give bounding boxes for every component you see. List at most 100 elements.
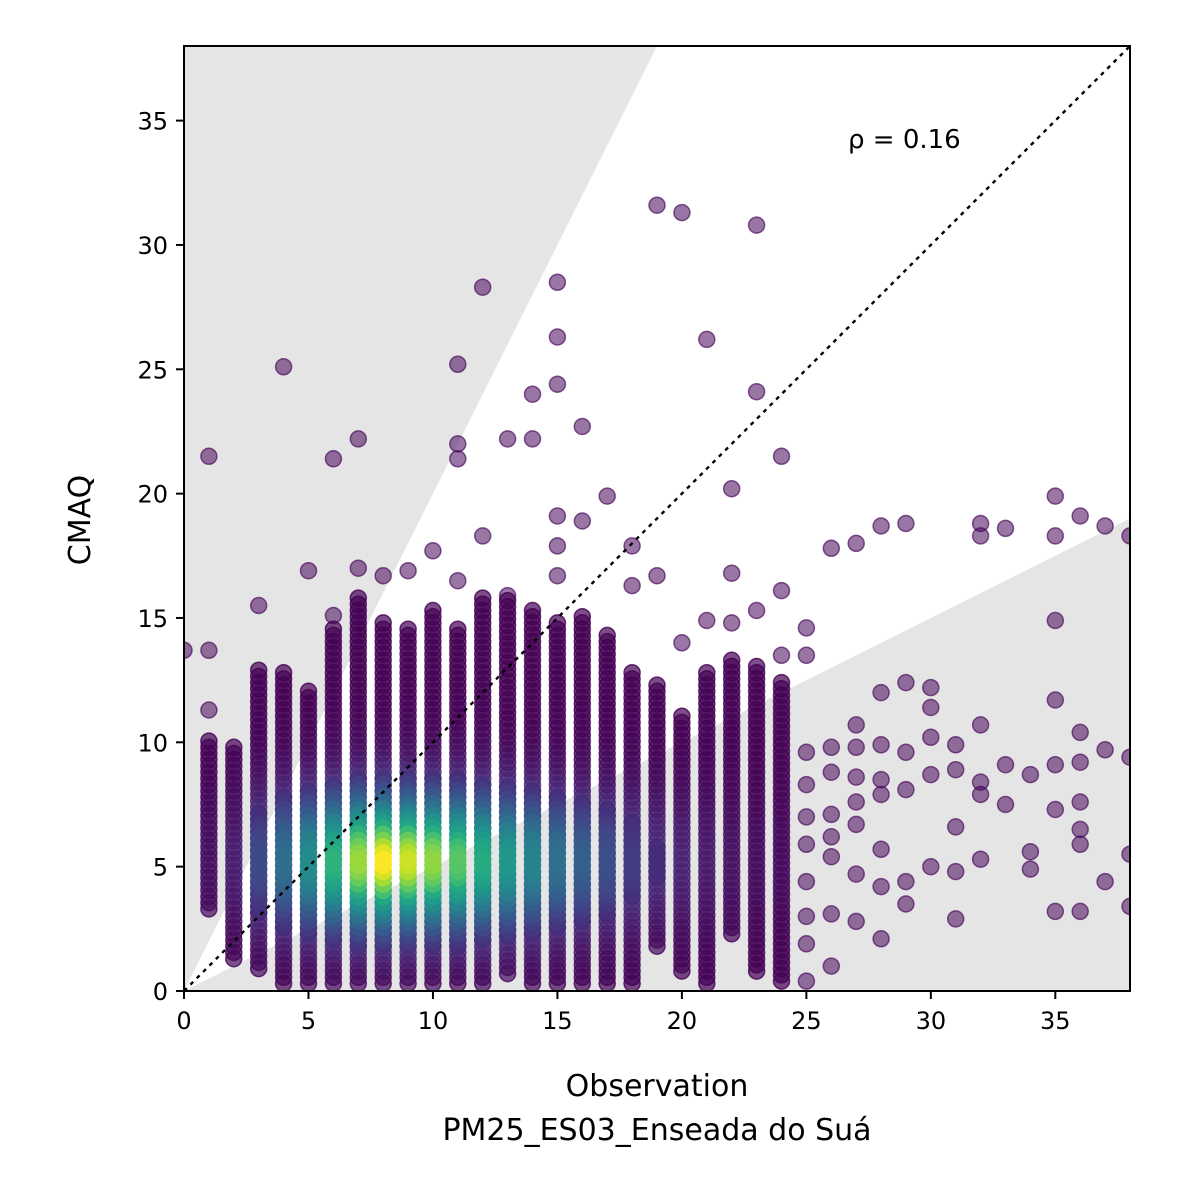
data-point (673, 634, 691, 652)
data-point (797, 935, 816, 953)
data-point (897, 895, 915, 913)
data-point (349, 850, 368, 868)
data-point (797, 646, 816, 665)
data-point (946, 818, 965, 836)
plot-frame (183, 45, 1131, 992)
data-point (1021, 842, 1040, 861)
data-point (1121, 845, 1130, 863)
data-point (797, 872, 816, 891)
data-point (747, 382, 766, 401)
y-tick-label: 10 (137, 729, 168, 757)
data-point (1021, 765, 1040, 784)
data-point (523, 385, 542, 403)
data-point (1021, 860, 1040, 878)
data-point (897, 673, 915, 692)
data-point (200, 850, 218, 868)
y-tick-label: 0 (153, 978, 168, 1006)
data-point (399, 561, 417, 580)
data-point (449, 571, 467, 590)
y-tick-label: 15 (137, 605, 168, 633)
data-point (473, 278, 492, 296)
data-point (648, 196, 666, 214)
data-point (822, 828, 841, 846)
data-point (847, 865, 865, 883)
data-point (548, 273, 567, 292)
data-point (1121, 527, 1130, 545)
data-point (822, 957, 841, 975)
data-point (872, 517, 890, 535)
data-point (324, 450, 343, 468)
data-point (922, 698, 940, 717)
data-point (1046, 800, 1065, 819)
scatter-points (184, 196, 1130, 991)
data-point (872, 683, 890, 702)
data-point (1046, 527, 1065, 545)
data-point (349, 559, 368, 577)
data-point (673, 203, 691, 222)
data-point (349, 430, 368, 448)
data-point (772, 447, 791, 466)
x-tick-label: 30 (916, 1007, 947, 1035)
data-point (922, 728, 940, 747)
data-point (274, 358, 293, 376)
data-point (598, 487, 616, 505)
data-point (1096, 517, 1114, 535)
data-point (822, 805, 841, 824)
data-point (473, 850, 492, 868)
data-point (1071, 723, 1089, 742)
data-point (946, 736, 965, 754)
data-point (847, 738, 865, 757)
data-point (573, 417, 592, 436)
data-point (523, 430, 542, 448)
data-point (548, 537, 567, 555)
data-point (847, 534, 865, 553)
data-point (946, 862, 965, 881)
x-tick-label: 5 (301, 1007, 316, 1035)
data-point (946, 910, 965, 928)
data-point (722, 479, 741, 498)
data-point (797, 775, 816, 794)
data-point (971, 716, 990, 734)
data-point (698, 850, 716, 868)
data-point (200, 701, 218, 719)
x-axis-label: Observation (566, 1069, 749, 1104)
data-point (449, 850, 467, 868)
data-point (374, 850, 392, 868)
data-point (1096, 872, 1114, 891)
data-point (299, 561, 318, 580)
data-point (822, 905, 841, 923)
data-point (249, 596, 268, 615)
data-point (847, 793, 865, 811)
data-point (996, 519, 1015, 538)
data-point (424, 542, 442, 560)
data-point (299, 850, 318, 868)
data-point (722, 614, 741, 632)
data-point (698, 330, 716, 349)
identity-line (184, 46, 1130, 991)
y-tick-label: 20 (137, 481, 168, 509)
y-tick-label: 35 (137, 108, 168, 136)
data-point (797, 743, 816, 762)
data-point (548, 850, 567, 868)
x-tick-label: 20 (667, 1007, 698, 1035)
data-point (946, 760, 965, 779)
data-point (847, 912, 865, 931)
data-point (971, 850, 990, 868)
data-point (523, 850, 542, 868)
data-point (872, 840, 890, 859)
data-point (698, 611, 716, 630)
data-point (1071, 902, 1089, 921)
data-point (822, 539, 841, 558)
data-point (722, 850, 741, 868)
data-point (449, 450, 467, 468)
data-point (1046, 691, 1065, 709)
data-point (797, 835, 816, 854)
y-axis-ticks: 0 5 10 15 20 25 30 35 (137, 108, 184, 1006)
data-point (971, 527, 990, 545)
data-point (399, 850, 417, 868)
data-point (498, 430, 517, 448)
data-point (1046, 755, 1065, 774)
x-axis-sublabel: PM25_ES03_Enseada do Suá (442, 1113, 871, 1148)
data-point (872, 785, 890, 804)
